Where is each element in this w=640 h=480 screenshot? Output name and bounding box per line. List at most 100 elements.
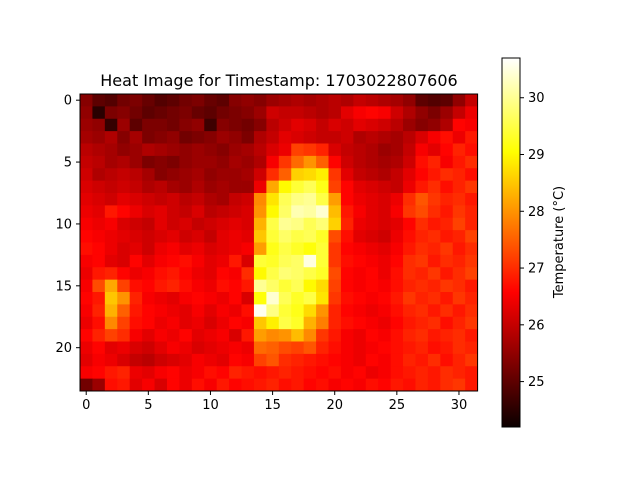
heatmap-cell (291, 329, 305, 342)
heatmap-cell (340, 193, 354, 206)
heatmap-cell (303, 205, 317, 219)
heatmap-cell (278, 155, 292, 169)
heatmap-cell (452, 279, 466, 293)
heatmap-cell (92, 279, 106, 293)
y-tick-label: 10 (55, 217, 72, 232)
heatmap-cell (92, 168, 106, 182)
heatmap-cell (340, 353, 354, 367)
heatmap-cell (427, 316, 441, 330)
heatmap-cell (278, 341, 292, 355)
heatmap-cell (465, 316, 479, 330)
heatmap-cell (465, 279, 479, 293)
heatmap-cell (166, 378, 180, 392)
heatmap-cell (303, 168, 317, 182)
colorbar-tick-label: 28 (528, 205, 545, 220)
heatmap-cell (154, 205, 168, 219)
heatmap-cell (353, 180, 367, 194)
heatmap-cell (403, 329, 416, 342)
heatmap-cell (328, 180, 342, 194)
heatmap-cell (415, 254, 429, 268)
heatmap-cell (316, 304, 329, 318)
heatmap-cell (142, 254, 155, 268)
heatmap-cell (80, 353, 93, 367)
heatmap-cell (266, 353, 280, 367)
heatmap-cell (92, 329, 106, 342)
heatmap-cell (452, 366, 466, 380)
heatmap-cell (142, 118, 155, 132)
heatmap-cell (216, 353, 230, 367)
heatmap-cell (92, 131, 106, 144)
heatmap-cell (253, 378, 267, 392)
heatmap-cell (403, 292, 416, 305)
heatmap-cell (104, 94, 118, 107)
heatmap-cell (465, 378, 479, 392)
heatmap-cell (291, 217, 305, 231)
heatmap-cell (216, 168, 230, 182)
heatmap-cell (427, 106, 441, 120)
heatmap-cell (179, 106, 193, 120)
heatmap-cell (316, 94, 329, 107)
heatmap-cell (415, 94, 429, 107)
heatmap-cell (427, 341, 441, 355)
heatmap-cell (204, 168, 218, 182)
heatmap-cell (253, 131, 267, 144)
heatmap-cell (117, 155, 131, 169)
heatmap-cell (353, 279, 367, 293)
heatmap-cell (229, 131, 242, 144)
heatmap-cell (353, 143, 367, 157)
heatmap-cell (191, 366, 205, 380)
heatmap-cell (129, 366, 143, 380)
heatmap-cell (291, 168, 305, 182)
heatmap-cell (316, 378, 329, 392)
heatmap-cell (403, 106, 416, 120)
heatmap-cell (166, 316, 180, 330)
heatmap-cell (440, 304, 454, 318)
heatmap-cell (142, 279, 155, 293)
heatmap-cell (104, 279, 118, 293)
heatmap-cell (241, 143, 255, 157)
heatmap-cell (316, 230, 329, 243)
heatmap-cell (278, 94, 292, 107)
heatmap-cell (204, 267, 218, 281)
heatmap-cell (465, 230, 479, 243)
heatmap-cell (266, 205, 280, 219)
heatmap-cell (154, 304, 168, 318)
heatmap-cell (166, 292, 180, 305)
heatmap-cell (253, 143, 267, 157)
heatmap-cell (403, 155, 416, 169)
heatmap-cell (440, 230, 454, 243)
heatmap-cell (328, 242, 342, 256)
heatmap-cell (117, 143, 131, 157)
heatmap-cell (229, 242, 242, 256)
heatmap-cell (465, 217, 479, 231)
heatmap-cell (229, 366, 242, 380)
heatmap-cell (328, 217, 342, 231)
y-tick-label: 20 (55, 341, 72, 356)
heatmap-cell (278, 143, 292, 157)
heatmap-cell (452, 292, 466, 305)
heatmap-cell (353, 254, 367, 268)
heatmap-cell (278, 378, 292, 392)
heatmap-cell (340, 205, 354, 219)
heatmap-cell (365, 217, 379, 231)
heatmap-cell (191, 168, 205, 182)
heatmap-cell (403, 341, 416, 355)
heatmap-cell (104, 180, 118, 194)
heatmap-cell (316, 131, 329, 144)
heatmap-cell (303, 292, 317, 305)
heatmap-cell (390, 180, 404, 194)
heatmap-cell (80, 267, 93, 281)
heatmap-cell (142, 378, 155, 392)
heatmap-cell (80, 168, 93, 182)
heatmap-cell (229, 193, 242, 206)
heatmap-cell (353, 304, 367, 318)
heatmap-cell (353, 242, 367, 256)
heatmap-cell (278, 304, 292, 318)
heatmap-cell (340, 106, 354, 120)
heatmap-cell (378, 94, 392, 107)
heatmap-cell (328, 106, 342, 120)
heatmap-cell (241, 341, 255, 355)
heatmap-cell (191, 304, 205, 318)
heatmap-cell (166, 329, 180, 342)
heatmap-cell (390, 316, 404, 330)
